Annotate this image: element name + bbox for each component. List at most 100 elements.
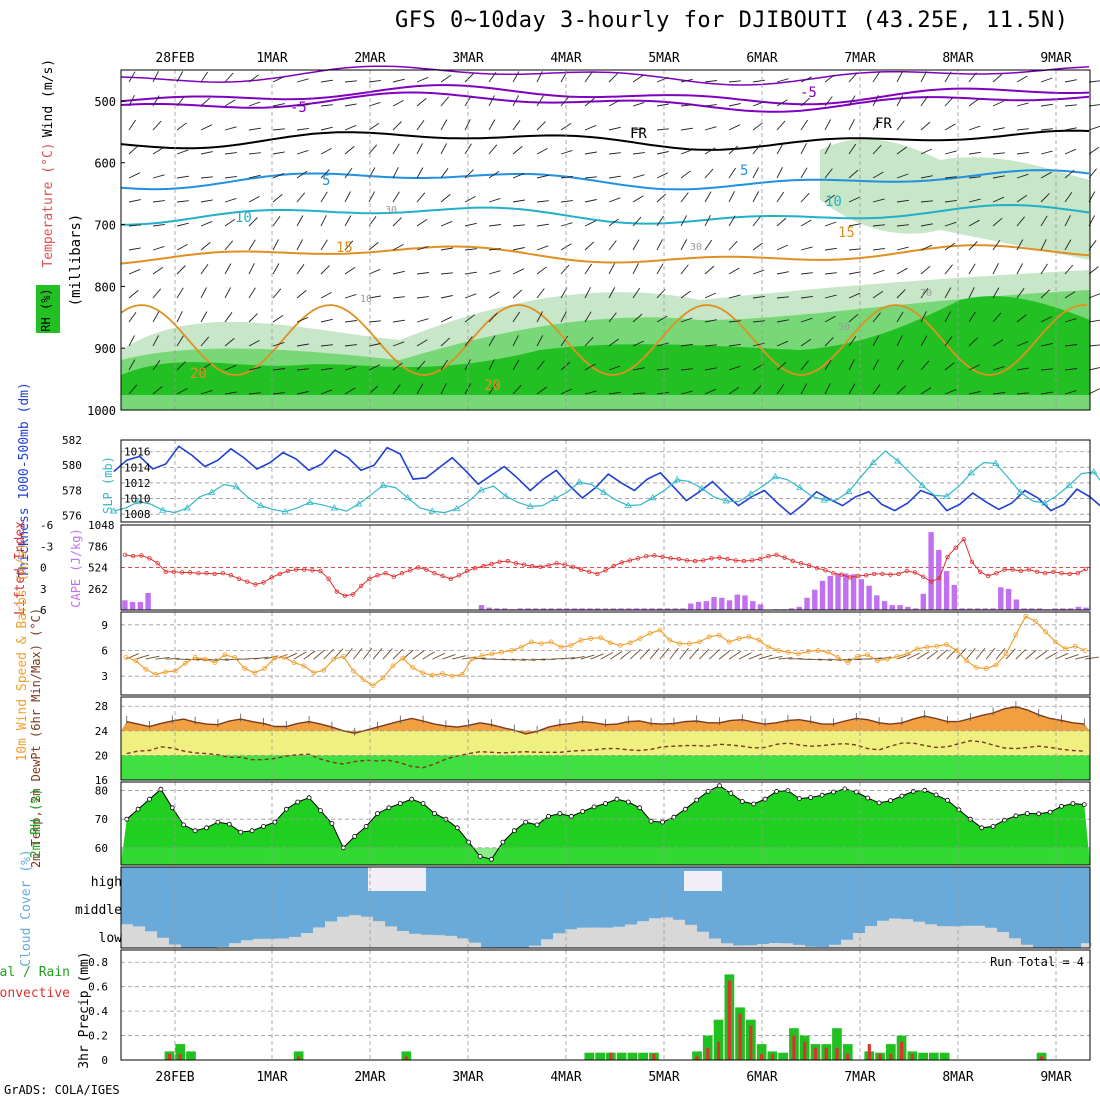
- wind-barb: [992, 263, 999, 275]
- li-marker: [619, 560, 624, 565]
- wind10m-marker: [954, 648, 959, 653]
- wind-barb: [272, 215, 281, 227]
- wind-barb: [464, 248, 477, 251]
- rh-marker: [511, 828, 517, 834]
- rh-marker: [876, 800, 882, 806]
- li-marker: [1002, 567, 1007, 572]
- wind-barb: [560, 200, 573, 203]
- cape-bar: [533, 608, 539, 610]
- wind-barb: [416, 143, 423, 155]
- wind-barb: [344, 344, 357, 347]
- legend-wind: Wind (m/s): [41, 59, 56, 137]
- wind-barb: [704, 215, 711, 227]
- slp-marker: [110, 507, 118, 514]
- wind-barb: [1040, 193, 1050, 203]
- wind-barb: [1016, 194, 1028, 203]
- wind-barb: [128, 224, 141, 227]
- wind-barb: [1088, 104, 1100, 107]
- date-label-bottom: 5MAR: [648, 1070, 679, 1085]
- wind-barb: [848, 95, 856, 107]
- slp-marker: [869, 458, 877, 466]
- wind10m-marker: [341, 654, 346, 659]
- wind10m-barb: [897, 653, 911, 660]
- wind-barb: [632, 75, 644, 83]
- wind10m-barb: [738, 652, 752, 660]
- wind-barb: [560, 388, 573, 395]
- wind-barb: [896, 199, 909, 203]
- wind-barb: [1016, 263, 1023, 275]
- wind-barb: [776, 340, 789, 347]
- wind-barb: [800, 317, 813, 323]
- precip-tick: 0.2: [88, 1030, 108, 1043]
- wind-barb: [488, 224, 501, 227]
- wind10m-barb: [442, 653, 456, 660]
- wind-barb: [296, 316, 309, 323]
- rh-marker: [1013, 813, 1019, 819]
- contour-label: 70: [920, 288, 932, 299]
- cape-bar: [548, 608, 554, 610]
- cape-bar: [812, 589, 818, 610]
- wind-barb: [1088, 388, 1100, 395]
- wind-barb: [368, 385, 379, 395]
- wind10m-marker: [301, 663, 307, 669]
- wind-barb: [440, 359, 448, 371]
- wind-barb: [920, 387, 932, 395]
- cloud-category-low: low: [99, 931, 123, 946]
- wind10m-marker: [1082, 648, 1088, 653]
- wind-barb: [824, 315, 836, 323]
- wind-barb: [656, 263, 664, 275]
- cape-bar: [734, 594, 740, 610]
- wind-barb: [296, 78, 309, 83]
- precip-total-bar: [939, 1052, 950, 1060]
- rh-marker: [397, 801, 403, 806]
- wind-barb: [896, 359, 904, 371]
- wind-barb: [488, 71, 497, 83]
- wind-barb: [344, 167, 353, 179]
- wind-barb: [488, 144, 498, 155]
- wind-barb: [176, 222, 189, 227]
- wind-barb: [1064, 127, 1077, 131]
- cape-bar: [719, 597, 725, 610]
- wind10m-marker: [350, 668, 356, 674]
- wind-barb: [344, 240, 354, 251]
- slp-marker: [575, 478, 583, 485]
- cape-bar: [540, 608, 547, 610]
- wind-barb: [896, 267, 908, 275]
- legend-rh-swatch: [36, 285, 60, 333]
- slp-marker: [183, 504, 191, 511]
- wind-barb: [896, 289, 906, 299]
- li-marker: [668, 556, 673, 561]
- li-marker: [440, 573, 445, 579]
- wind10m-barb: [313, 649, 325, 660]
- temp2m-frame: [120, 696, 1091, 781]
- wind10m-marker: [914, 646, 920, 652]
- wind10m-marker: [163, 669, 168, 675]
- wind-barb: [224, 391, 237, 395]
- wind-barb: [128, 95, 135, 107]
- pressure-tick: 1000: [87, 404, 116, 418]
- li-marker: [179, 570, 185, 575]
- rh-marker: [751, 801, 757, 807]
- wind10m-marker: [548, 639, 554, 645]
- wind-barb: [896, 146, 907, 155]
- wind-barb: [440, 272, 453, 275]
- cape-bar: [1052, 608, 1058, 610]
- date-label-bottom: 2MAR: [354, 1070, 385, 1085]
- wind-barb: [944, 176, 957, 179]
- wind-barb: [896, 71, 903, 83]
- date-label-top: 3MAR: [452, 51, 483, 66]
- li-marker: [774, 552, 779, 557]
- li-marker: [236, 576, 242, 581]
- slp-tick: 1012: [124, 477, 151, 490]
- wind-barb: [416, 339, 428, 347]
- cape-bar: [680, 608, 686, 610]
- li-marker: [880, 571, 885, 577]
- cape-bar: [990, 608, 996, 610]
- wind-barb: [344, 124, 357, 131]
- wind10m-frame: [120, 611, 1091, 696]
- cape-ylabel: CAPE (J/kg): [69, 528, 83, 607]
- temperature-contour: [120, 91, 1090, 113]
- wind-barb: [920, 200, 933, 203]
- cape-bar: [571, 608, 578, 610]
- wind10m-barb: [916, 651, 930, 660]
